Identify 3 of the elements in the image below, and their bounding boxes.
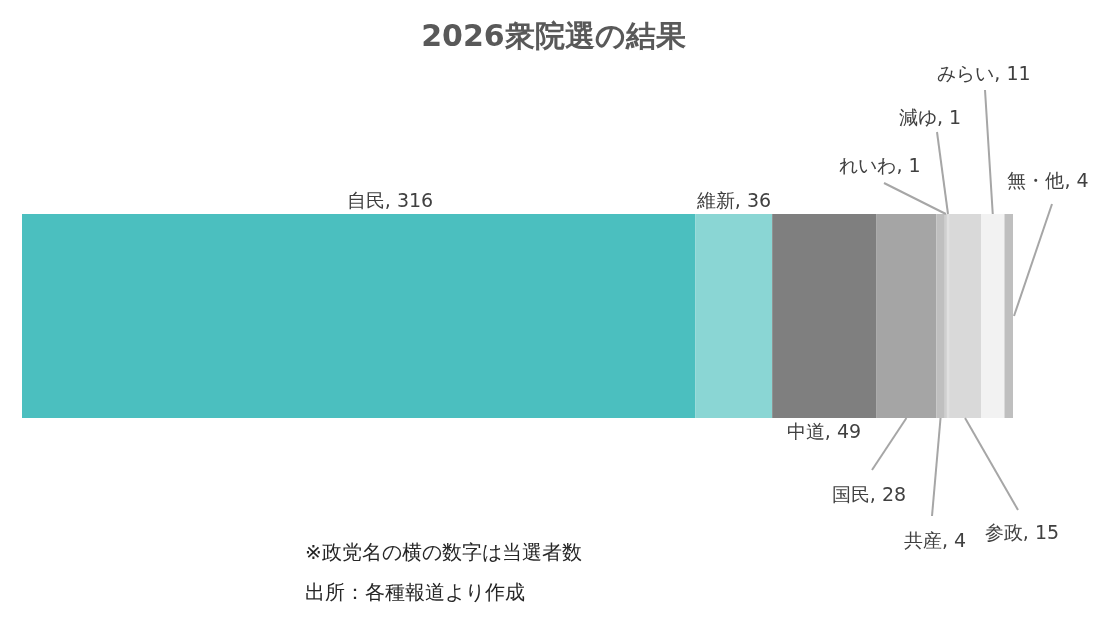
annotation: ※政党名の横の数字は当選者数 xyxy=(305,540,582,564)
title: 2026衆院選の結果 xyxy=(421,18,686,53)
annotation: 出所：各種報道より作成 xyxy=(305,580,525,604)
